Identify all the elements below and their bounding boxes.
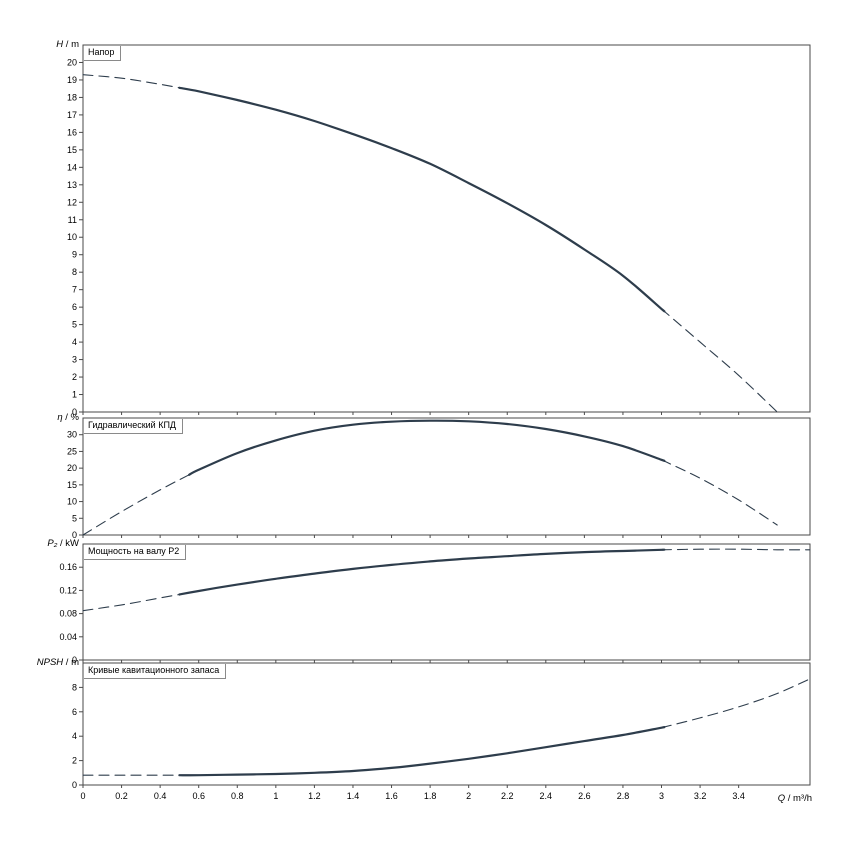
- y-tick-label: 0.04: [59, 632, 77, 642]
- x-tick-label: 2.6: [578, 791, 591, 801]
- curve-efficiency-dashed-left: [82, 474, 190, 536]
- y-tick-label: 7: [72, 285, 77, 295]
- y-axis-title-efficiency: η / %: [57, 412, 79, 423]
- y-axis-unit: / m: [63, 39, 79, 50]
- x-tick-label: 1.4: [347, 791, 360, 801]
- y-tick-label: 4: [72, 337, 77, 347]
- panel-frame-head: [82, 44, 811, 413]
- y-tick-label: 11: [68, 215, 77, 225]
- x-tick-label: 0.6: [192, 791, 205, 801]
- x-tick-label: 1.6: [385, 791, 398, 801]
- x-axis-title: Q / m³/h: [778, 793, 812, 804]
- y-tick-label: 10: [67, 232, 77, 242]
- y-axis-unit: / kW: [57, 538, 79, 549]
- y-axis-symbol: η: [57, 412, 63, 423]
- panel-frame-npsh: [82, 662, 811, 786]
- panel-title-head: Напор: [84, 46, 122, 61]
- y-tick-label: 19: [67, 75, 77, 85]
- y-axis-symbol: P₂: [47, 538, 58, 549]
- y-tick-label: 0.08: [59, 609, 77, 619]
- y-tick-label: 17: [67, 110, 77, 120]
- y-tick-label: 20: [67, 463, 77, 473]
- x-tick-label: 2.2: [501, 791, 514, 801]
- panel-frame-efficiency: [82, 417, 811, 536]
- x-tick-label: 1: [273, 791, 278, 801]
- x-tick-label: 2.4: [540, 791, 553, 801]
- x-tick-label: 1.8: [424, 791, 437, 801]
- y-tick-label: 6: [72, 302, 77, 312]
- x-tick-label: 3.2: [694, 791, 707, 801]
- y-tick-label: 16: [67, 127, 77, 137]
- y-axis-title-power: P₂ / kW: [47, 538, 79, 549]
- y-tick-label: 8: [72, 682, 77, 692]
- y-axis-title-head: H / m: [56, 39, 79, 50]
- x-tick-label: 1.2: [308, 791, 321, 801]
- y-tick-label: 0.16: [59, 562, 77, 572]
- y-tick-label: 4: [72, 731, 77, 741]
- y-tick-label: 15: [67, 145, 77, 155]
- y-tick-label: 0: [72, 655, 77, 665]
- x-axis-symbol: Q: [777, 793, 786, 804]
- x-tick-label: 0: [80, 791, 85, 801]
- y-tick-label: 8: [72, 267, 77, 277]
- curve-power-dashed-left: [82, 593, 180, 612]
- x-axis-unit: / m³/h: [785, 793, 812, 804]
- y-tick-label: 0: [72, 780, 77, 790]
- y-axis-unit: / m: [63, 657, 79, 668]
- y-axis-title-npsh: NPSH / m: [37, 657, 79, 668]
- y-tick-label: 0: [72, 407, 77, 417]
- y-tick-label: 14: [67, 162, 77, 172]
- y-tick-label: 30: [67, 430, 77, 440]
- panel-title-npsh: Кривые кавитационного запаса: [84, 664, 227, 679]
- y-tick-label: 3: [72, 355, 77, 365]
- panel-title-efficiency: Гидравлический КПД: [84, 419, 184, 434]
- curve-head-dashed-left: [82, 74, 180, 89]
- y-tick-label: 1: [72, 390, 77, 400]
- y-axis-symbol: H: [56, 39, 64, 50]
- panel-frame-power: [82, 543, 811, 661]
- y-tick-label: 18: [67, 92, 77, 102]
- x-tick-label: 3: [659, 791, 664, 801]
- y-tick-label: 0.12: [59, 585, 77, 595]
- y-tick-label: 6: [72, 707, 77, 717]
- y-tick-label: 25: [67, 446, 77, 456]
- x-tick-label: 3.4: [732, 791, 745, 801]
- curve-efficiency-dashed-right: [660, 459, 778, 526]
- y-tick-label: 15: [67, 480, 77, 490]
- y-tick-label: 5: [72, 513, 77, 523]
- y-tick-label: 0: [72, 530, 77, 540]
- panel-title-power: Мощность на валу P2: [84, 545, 187, 560]
- curve-power-solid: [178, 548, 666, 596]
- y-tick-label: 10: [67, 497, 77, 507]
- x-tick-label: 0.2: [115, 791, 128, 801]
- x-tick-label: 0.8: [231, 791, 244, 801]
- y-tick-label: 12: [67, 197, 77, 207]
- y-tick-label: 2: [72, 756, 77, 766]
- y-tick-label: 2: [72, 372, 77, 382]
- y-axis-symbol: NPSH: [36, 657, 64, 668]
- y-tick-label: 9: [72, 250, 77, 260]
- y-axis-unit: / %: [62, 412, 79, 423]
- x-tick-label: 2: [466, 791, 471, 801]
- curve-head-dashed-right: [660, 308, 778, 413]
- curve-npsh-solid: [178, 726, 666, 777]
- curve-power-dashed-right: [660, 548, 811, 551]
- x-tick-label: 0.4: [154, 791, 167, 801]
- x-tick-label: 2.8: [617, 791, 630, 801]
- curve-npsh-dashed-right: [660, 678, 811, 729]
- y-tick-label: 13: [67, 180, 77, 190]
- curve-head-solid: [178, 86, 666, 313]
- y-tick-label: 20: [67, 57, 77, 67]
- curve-efficiency-solid: [188, 419, 666, 476]
- y-tick-label: 5: [72, 320, 77, 330]
